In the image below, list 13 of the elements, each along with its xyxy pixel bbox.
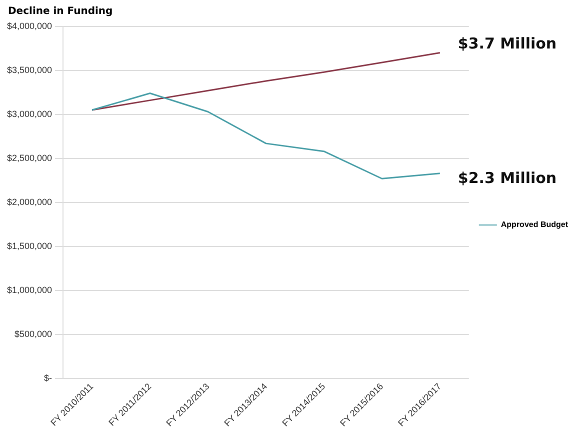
y-tick-label: $4,000,000 (6, 20, 52, 31)
y-tick-label: $2,500,000 (6, 152, 52, 163)
y-tick-label: $1,000,000 (6, 284, 52, 295)
y-tick-label: $3,000,000 (6, 108, 52, 119)
legend-label: Approved Budget (500, 220, 568, 230)
y-tick-label: $- (44, 372, 52, 383)
y-tick-label: $500,000 (14, 328, 52, 339)
annotation: $3.7 Million (458, 34, 557, 53)
y-tick-label: $3,500,000 (6, 64, 52, 75)
y-tick-label: $1,500,000 (6, 240, 52, 251)
y-tick-label: $2,000,000 (6, 196, 52, 207)
annotation: $2.3 Million (458, 169, 557, 188)
chart-title: Decline in Funding (8, 6, 113, 17)
